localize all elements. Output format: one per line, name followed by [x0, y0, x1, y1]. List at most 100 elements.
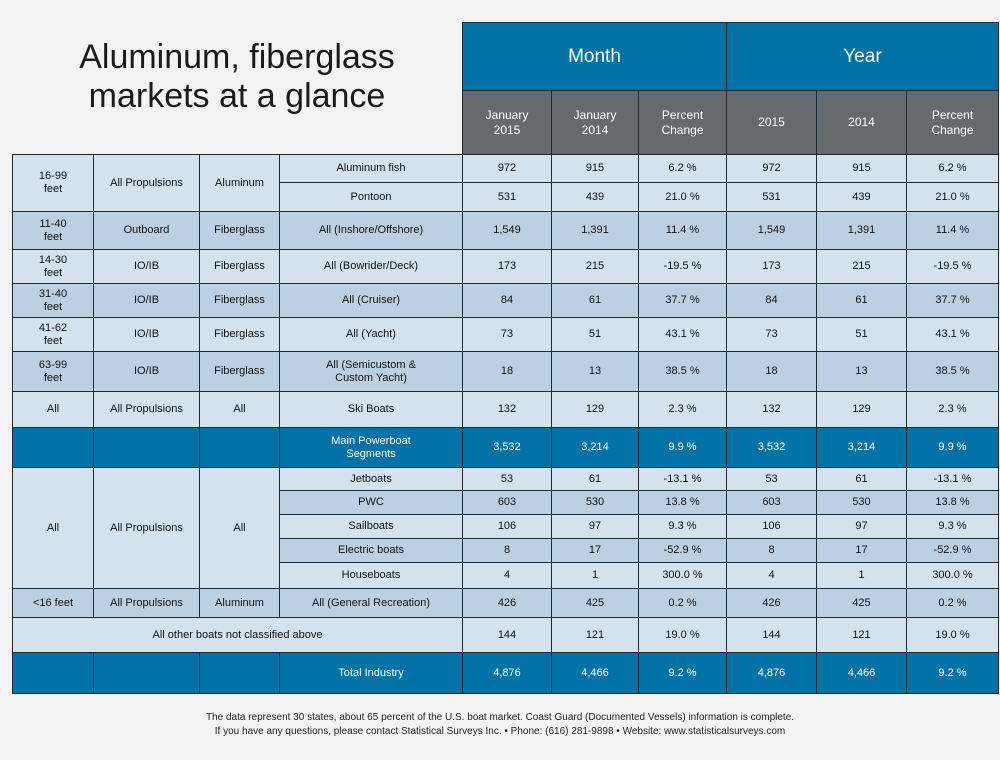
size-cell: <16 feet — [12, 588, 94, 618]
table-row: 16-99 feet All Propulsions Aluminum Alum… — [12, 154, 999, 212]
footnote: The data represent 30 states, about 65 p… — [0, 711, 1000, 739]
segment-cell: Main Powerboat Segments — [279, 427, 463, 468]
value-cell: 129 — [816, 391, 907, 428]
value-cell: 1 — [551, 562, 639, 589]
size-cell: 31-40 feet — [12, 283, 94, 318]
size-cell: 11-40 feet — [12, 211, 94, 250]
segment-cell: All (Semicustom & Custom Yacht) — [279, 351, 463, 392]
table-row: Sailboats 106 97 9.3 % 106 97 9.3 % — [13, 514, 999, 539]
value-cell: 4,876 — [462, 652, 552, 694]
value-cell: 530 — [816, 490, 907, 515]
value-cell: 4,876 — [726, 652, 817, 694]
value-cell: 972 — [726, 154, 817, 183]
material-cell: Fiberglass — [199, 317, 280, 352]
value-cell: 4 — [726, 562, 817, 589]
value-cell: 19.0 % — [906, 617, 999, 653]
value-cell: 19.0 % — [638, 617, 727, 653]
table-row: 63-99 feet IO/IB Fiberglass All (Semicus… — [12, 351, 999, 392]
propulsion-cell: IO/IB — [93, 317, 200, 352]
empty-cell — [199, 427, 280, 468]
value-cell: 21.0 % — [906, 182, 999, 212]
value-cell: 426 — [726, 588, 817, 618]
value-cell: 17 — [816, 538, 907, 563]
value-cell: 144 — [462, 617, 552, 653]
segment-cell: Houseboats — [279, 562, 463, 589]
value-cell: 37.7 % — [638, 283, 727, 318]
value-cell: 300.0 % — [638, 562, 727, 589]
segment-cell: PWC — [279, 490, 463, 515]
material-cell: Fiberglass — [199, 249, 280, 284]
value-cell: 13 — [816, 351, 907, 392]
title-spacer — [13, 91, 463, 155]
material-cell: All — [199, 467, 280, 589]
value-cell: 132 — [726, 391, 817, 428]
value-cell: -19.5 % — [638, 249, 727, 284]
value-cell: 4 — [462, 562, 552, 589]
value-cell: 531 — [726, 182, 817, 212]
material-cell: Fiberglass — [199, 283, 280, 318]
value-cell: 531 — [462, 182, 552, 212]
value-cell: -52.9 % — [638, 538, 727, 563]
propulsion-cell: All Propulsions — [93, 588, 200, 618]
material-cell: Fiberglass — [199, 351, 280, 392]
segment-cell: All (Yacht) — [279, 317, 463, 352]
material-cell: Fiberglass — [199, 211, 280, 250]
value-cell: 439 — [551, 182, 639, 212]
table-row: PWC 603 530 13.8 % 603 530 13.8 % — [13, 490, 999, 515]
table-row: 11-40 feet Outboard Fiberglass All (Insh… — [12, 211, 999, 250]
segment-cell: All other boats not classified above — [12, 617, 463, 653]
value-cell: 132 — [462, 391, 552, 428]
table-row: Houseboats 4 1 300.0 % 4 1 300.0 % — [13, 562, 999, 589]
propulsion-cell: IO/IB — [93, 283, 200, 318]
value-cell: 8 — [726, 538, 817, 563]
value-cell: 9.3 % — [906, 514, 999, 539]
value-cell: -13.1 % — [638, 467, 727, 491]
value-cell: 300.0 % — [906, 562, 999, 589]
empty-cell — [12, 652, 94, 694]
value-cell: 4,466 — [816, 652, 907, 694]
value-cell: 43.1 % — [906, 317, 999, 352]
year-header: Year — [726, 22, 999, 91]
col-header-month-percent-change: Percent Change — [638, 90, 727, 155]
table-row: All other boats not classified above 144… — [12, 617, 999, 653]
empty-cell — [12, 427, 94, 468]
boat-market-table: Month Year January 2015 January 2014 Per… — [12, 22, 999, 694]
value-cell: 173 — [462, 249, 552, 284]
month-header: Month — [462, 22, 727, 91]
value-cell: 425 — [816, 588, 907, 618]
table-row: <16 feet All Propulsions Aluminum All (G… — [12, 588, 999, 618]
value-cell: 51 — [551, 317, 639, 352]
footnote-line-2: If you have any questions, please contac… — [214, 726, 786, 737]
value-cell: 0.2 % — [906, 588, 999, 618]
segment-cell: Pontoon — [279, 182, 463, 212]
material-cell: All — [199, 391, 280, 428]
value-cell: 3,532 — [726, 427, 817, 468]
title-spacer — [13, 23, 463, 91]
value-cell: 17 — [551, 538, 639, 563]
segment-cell: Electric boats — [279, 538, 463, 563]
total-row: Total Industry 4,876 4,466 9.2 % 4,876 4… — [12, 652, 999, 694]
material-cell: Aluminum — [199, 588, 280, 618]
size-cell: 14-30 feet — [12, 249, 94, 284]
value-cell: 1,549 — [726, 211, 817, 250]
value-cell: 43.1 % — [638, 317, 727, 352]
title-line-1: Aluminum, fiberglass — [79, 38, 395, 76]
value-cell: 425 — [551, 588, 639, 618]
title-line-2: markets at a glance — [88, 77, 386, 115]
col-header-2014: 2014 — [816, 90, 907, 155]
empty-cell — [199, 652, 280, 694]
value-cell: 9.9 % — [638, 427, 727, 468]
size-cell: 16-99 feet — [12, 154, 94, 212]
segment-cell: All (Cruiser) — [279, 283, 463, 318]
size-cell: All — [12, 391, 94, 428]
propulsion-cell: IO/IB — [93, 351, 200, 392]
value-cell: 915 — [551, 154, 639, 183]
col-header-january-2015: January 2015 — [462, 90, 552, 155]
value-cell: -52.9 % — [906, 538, 999, 563]
value-cell: 121 — [551, 617, 639, 653]
value-cell: 603 — [462, 490, 552, 515]
propulsion-cell: Outboard — [93, 211, 200, 250]
value-cell: 61 — [551, 283, 639, 318]
value-cell: 1,391 — [816, 211, 907, 250]
table-row: All All Propulsions All Ski Boats 132 12… — [12, 391, 999, 428]
